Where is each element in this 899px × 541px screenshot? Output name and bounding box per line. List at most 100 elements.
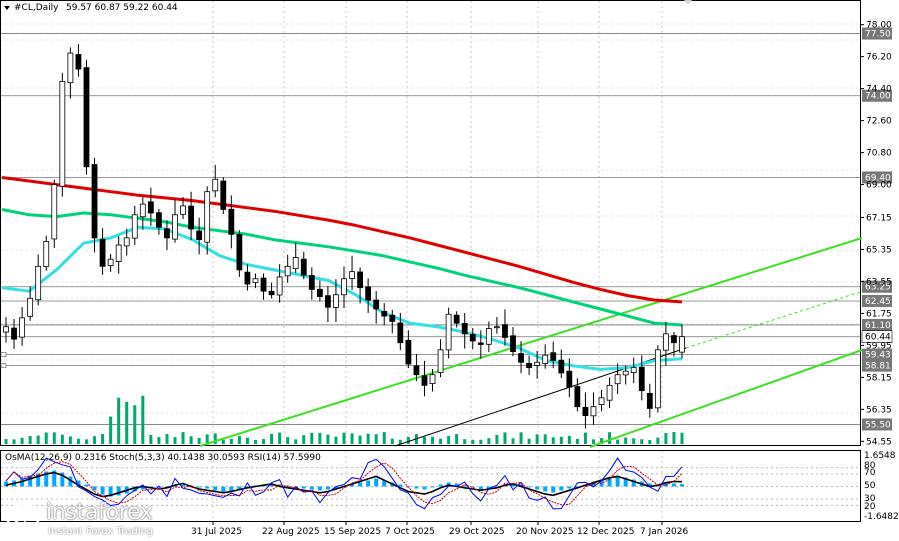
volume-bar — [471, 439, 475, 444]
candle-body — [228, 208, 235, 235]
candle-body — [316, 288, 323, 297]
candle-body — [51, 184, 58, 240]
volume-bar — [640, 439, 644, 444]
level-label: 77.50 — [865, 30, 891, 40]
volume-bar — [4, 439, 8, 444]
symbol-dropdown-icon[interactable] — [4, 6, 10, 10]
candle-body — [663, 333, 669, 351]
candle-body — [365, 286, 372, 301]
osma-bar — [221, 486, 226, 493]
candle-body — [614, 374, 621, 385]
candle-body — [27, 297, 34, 317]
volume-bar — [519, 432, 523, 444]
scroll-marker-icon[interactable] — [683, 0, 693, 5]
volume-bar — [551, 437, 555, 444]
level-label-box — [862, 348, 892, 361]
osma-bar — [680, 484, 684, 487]
volume-bar — [68, 436, 72, 444]
candle-body — [413, 365, 420, 376]
volume-bar — [648, 439, 652, 444]
osma-bar — [20, 478, 25, 487]
candle-body — [550, 352, 557, 361]
candle-body — [75, 54, 82, 70]
level-label-box — [862, 171, 892, 184]
horizontal-levels: 77.50 74.00 69.40 63.25 62.45 61.10 60.44 59.43… — [0, 27, 893, 431]
level-label: 63.25 — [865, 283, 891, 293]
time-tick-label: 15 Sep 2025 — [324, 527, 381, 537]
level-label: 62.45 — [865, 297, 891, 307]
time-tick-label: 20 Nov 2025 — [516, 527, 574, 537]
price-tick-label: 78.00 — [866, 21, 892, 31]
volume-bar — [559, 436, 563, 444]
osma-bar — [317, 486, 322, 491]
instaforex-mark-icon — [6, 502, 40, 536]
osma-bar — [438, 484, 443, 487]
volume-bar — [125, 401, 129, 444]
volume-bar — [439, 438, 443, 444]
osma-bar — [60, 472, 65, 487]
volume-bar — [36, 435, 40, 444]
volume-bar — [672, 432, 676, 444]
osma-bar — [4, 481, 8, 487]
osma-bar — [205, 486, 210, 489]
instaforex-tagline: Instant Forex Trading — [48, 526, 154, 537]
volume-bar — [76, 438, 80, 444]
volume-bar — [390, 438, 394, 444]
indicator-tick-label: 20 — [864, 502, 876, 512]
volume-bar — [302, 435, 306, 444]
candle-body — [43, 241, 50, 267]
level-label: 58.81 — [865, 362, 891, 372]
osma-bar — [543, 486, 548, 492]
candle-body — [107, 258, 114, 266]
candle-body — [115, 244, 122, 263]
candle-body — [598, 397, 605, 406]
volume-bar — [479, 439, 483, 444]
candle-body — [566, 370, 573, 388]
price-tick-label: 67.15 — [866, 213, 892, 223]
candle-body — [59, 81, 66, 187]
osma-bar — [462, 485, 467, 487]
candle-body — [260, 277, 267, 292]
volume-bar — [60, 434, 64, 444]
candle-body — [437, 349, 444, 374]
candle-body — [421, 375, 428, 386]
candle-body — [268, 290, 275, 296]
osma-bar — [132, 486, 137, 492]
volume-bar — [20, 437, 24, 444]
volume-bar — [117, 397, 121, 444]
level-marker — [0, 352, 7, 357]
osma-bar — [382, 480, 387, 487]
candle-body — [582, 406, 589, 416]
osma-bar — [277, 484, 282, 487]
osma-bar — [511, 483, 515, 487]
candle-body — [349, 271, 355, 279]
osma-bar — [181, 484, 186, 487]
volume-bar — [197, 437, 201, 444]
osma-bar — [519, 484, 524, 487]
osma-bar — [333, 486, 338, 489]
candle-body — [518, 353, 524, 363]
volume-bar — [664, 433, 668, 444]
indicator-tick-label: 50 — [864, 481, 876, 491]
price-tick-label: 63.55 — [866, 277, 892, 287]
osma-bar — [671, 483, 676, 487]
candle-body — [558, 359, 565, 374]
level-label: 59.43 — [865, 351, 891, 361]
candle-body — [333, 294, 339, 308]
volume-bar — [181, 432, 185, 444]
price-tick-label: 56.35 — [866, 405, 892, 415]
level-label-box — [862, 89, 892, 102]
volume-bar — [398, 439, 402, 444]
osma-bar — [28, 475, 33, 487]
volume-bar — [374, 434, 378, 444]
price-tick-label: 61.75 — [866, 309, 892, 319]
osma-bar — [430, 486, 435, 488]
osma-bar — [623, 477, 628, 487]
candle-body — [606, 384, 613, 401]
candle-body — [284, 265, 291, 277]
time-tick-label: 12 Dec 2025 — [577, 527, 635, 537]
stoch-main-line — [5, 457, 683, 510]
level-label: 60.44 — [865, 333, 891, 343]
osma-bar — [591, 481, 596, 487]
